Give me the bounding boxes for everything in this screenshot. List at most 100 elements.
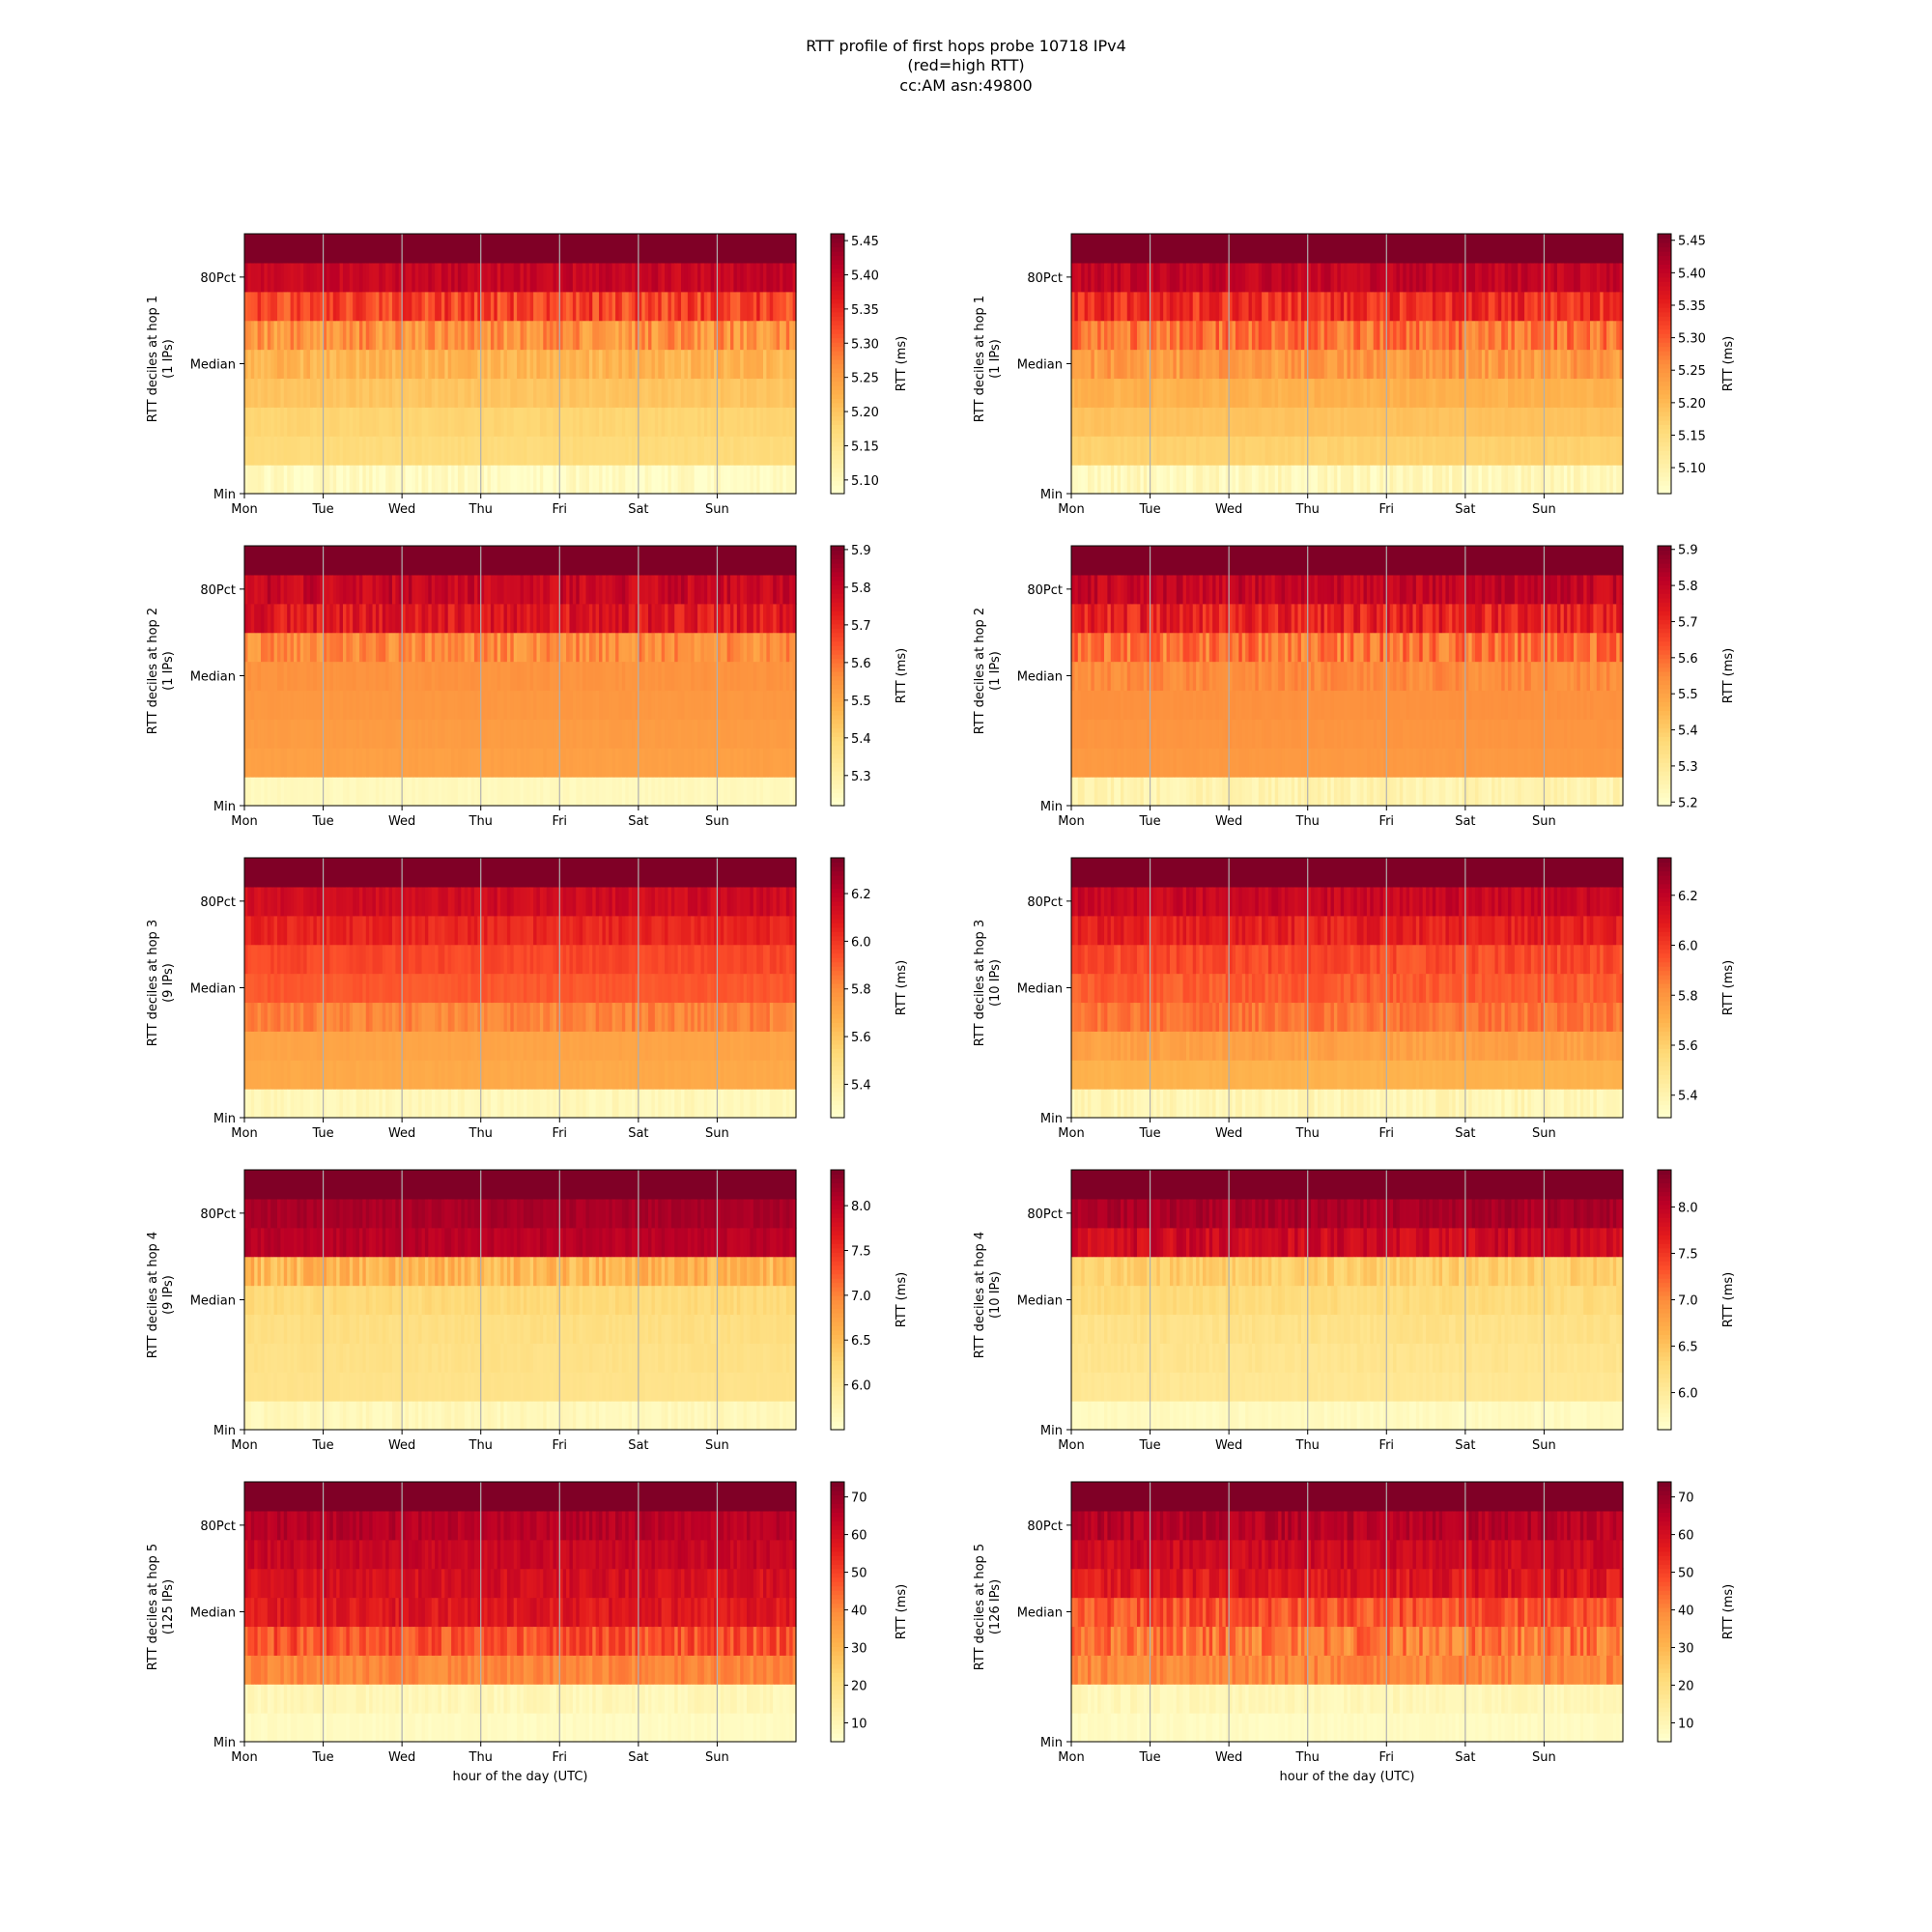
heatmap-cell [747, 407, 752, 437]
heatmap-cell [1185, 465, 1190, 495]
heatmap-cell [1603, 378, 1607, 408]
heatmap-cell [1314, 234, 1319, 264]
heatmap-cell [270, 632, 275, 663]
heatmap-cell [1382, 436, 1387, 466]
heatmap-cell [1218, 465, 1223, 495]
heatmap-cell [523, 234, 527, 264]
heatmap-cell [572, 291, 577, 322]
heatmap-cell [369, 436, 374, 466]
heatmap-cell [1350, 436, 1354, 466]
heatmap-cell [1084, 262, 1089, 293]
heatmap-cell [1426, 465, 1431, 495]
heatmap-cell [1114, 291, 1119, 322]
heatmap-cell [280, 320, 285, 351]
heatmap-cell [385, 320, 390, 351]
heatmap-cell [1094, 291, 1098, 322]
heatmap-cell [1537, 320, 1542, 351]
heatmap-cell [299, 603, 304, 634]
heatmap-cell [424, 234, 429, 264]
heatmap-cell [388, 546, 393, 576]
heatmap-cell [264, 349, 269, 380]
heatmap-cell [510, 320, 515, 351]
heatmap-cell [1399, 407, 1404, 437]
heatmap-cell [651, 378, 656, 408]
heatmap-cell [539, 407, 544, 437]
heatmap-cell [651, 234, 656, 264]
heatmap-cell [358, 291, 363, 322]
heatmap-cell [290, 378, 295, 408]
heatmap-cell [1218, 407, 1223, 437]
heatmap-cell [523, 465, 527, 495]
heatmap-cell [257, 719, 262, 749]
heatmap-cell [670, 291, 675, 322]
heatmap-cell [461, 465, 466, 495]
heatmap-cell [1152, 320, 1157, 351]
heatmap-cell [1567, 291, 1572, 322]
heatmap-cell [435, 407, 440, 437]
heatmap-cell [707, 349, 712, 380]
heatmap-cell [1271, 378, 1276, 408]
heatmap-cell [313, 407, 318, 437]
heatmap-cell [1288, 320, 1293, 351]
heatmap-cell [1077, 378, 1082, 408]
colorbar-segment [831, 234, 844, 240]
heatmap-cell [1511, 234, 1516, 264]
heatmap-cell [1196, 349, 1201, 380]
heatmap-cell [1238, 234, 1243, 264]
heatmap-cell [375, 603, 380, 634]
heatmap-cell [792, 349, 797, 380]
heatmap-cell [579, 465, 583, 495]
heatmap-cell [747, 234, 752, 264]
x-tick-label: Wed [1215, 502, 1242, 517]
heatmap-cell [579, 320, 583, 351]
heatmap-cell [398, 349, 403, 380]
heatmap-cell [520, 349, 525, 380]
heatmap-cell [506, 378, 511, 408]
heatmap-cell [1485, 465, 1490, 495]
heatmap-cell [1448, 262, 1453, 293]
heatmap-cell [1278, 349, 1283, 380]
heatmap-cell [398, 378, 403, 408]
heatmap-cell [320, 436, 325, 466]
heatmap-cell [1300, 320, 1305, 351]
heatmap-cell [365, 291, 370, 322]
heatmap-cell [1206, 262, 1210, 293]
heatmap-cell [1344, 465, 1349, 495]
heatmap-cell [1159, 262, 1164, 293]
heatmap-cell [710, 234, 715, 264]
heatmap-cell [700, 262, 705, 293]
heatmap-cell [714, 436, 719, 466]
heatmap-cell [1497, 291, 1502, 322]
heatmap-cell [703, 436, 708, 466]
heatmap-cell [477, 262, 482, 293]
heatmap-cell [1550, 436, 1555, 466]
heatmap-cell [1577, 436, 1581, 466]
heatmap-cell [1103, 349, 1108, 380]
heatmap-cell [1583, 320, 1588, 351]
heatmap-cell [1409, 291, 1414, 322]
heatmap-cell [572, 436, 577, 466]
heatmap-cell [635, 234, 639, 264]
heatmap-cell [1284, 234, 1289, 264]
heatmap-cell [408, 349, 412, 380]
heatmap-cell [1123, 320, 1128, 351]
heatmap-cell [402, 234, 407, 264]
heatmap-cell [398, 291, 403, 322]
heatmap-cell [414, 465, 419, 495]
heatmap-cell [276, 407, 281, 437]
heatmap-cell [1534, 234, 1539, 264]
heatmap-cell [382, 407, 386, 437]
heatmap-cell [1393, 465, 1398, 495]
x-tick-label: Fri [553, 814, 568, 829]
heatmap-cell [747, 436, 752, 466]
heatmap-cell [543, 291, 548, 322]
heatmap-cell [1579, 320, 1584, 351]
heatmap-cell [1182, 465, 1187, 495]
heatmap-cell [385, 349, 390, 380]
colorbar-segment [1658, 346, 1671, 352]
heatmap-cell [473, 465, 478, 495]
colorbar-segment [1658, 351, 1671, 356]
heatmap-cell [763, 378, 768, 408]
heatmap-cell [1225, 407, 1230, 437]
heatmap-cell [342, 262, 347, 293]
